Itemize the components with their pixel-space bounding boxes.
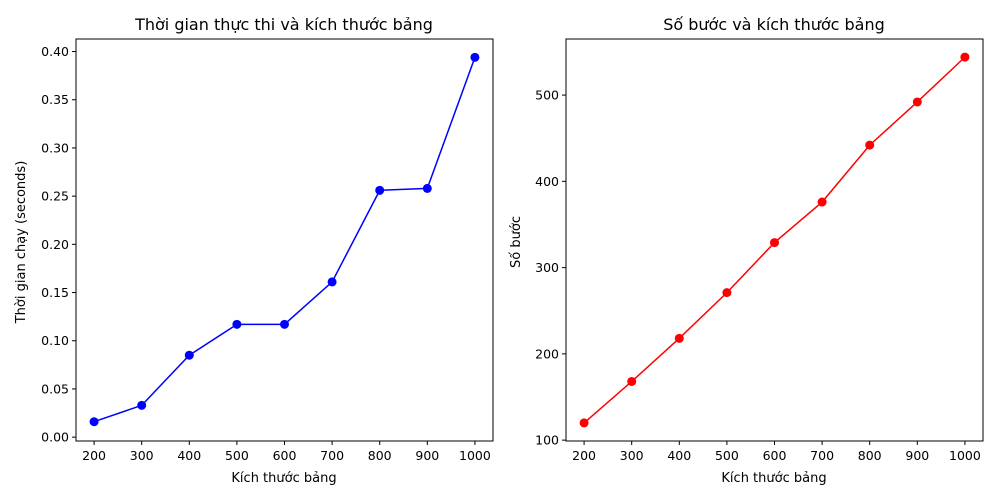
- axis-ticks: 200 300 400 500 600 700 800 900 1000 0.00 0.05 0.10…: [41, 44, 491, 463]
- data-point: [912, 97, 922, 107]
- plot-frame: [565, 38, 984, 442]
- x-tick-label: 1000: [949, 448, 981, 463]
- chart-step-count: Số bước và kích thước bảng Kích thước bả…: [509, 15, 984, 486]
- y-axis-label: Số bước: [509, 216, 524, 268]
- data-point: [89, 417, 99, 427]
- series-points: [579, 52, 970, 428]
- y-tick-label: 100: [535, 433, 559, 448]
- x-tick-label: 800: [368, 448, 392, 463]
- x-tick-label: 700: [810, 448, 834, 463]
- x-tick-label: 600: [273, 448, 297, 463]
- data-point: [674, 333, 684, 343]
- axis-ticks: 200 300 400 500 600 700 800 900 1000 100 200 300 400…: [535, 88, 981, 463]
- data-point: [232, 319, 242, 329]
- data-point: [770, 238, 779, 248]
- series-points: [89, 52, 480, 427]
- y-tick-label: 300: [535, 260, 559, 275]
- y-tick-label: 0.40: [41, 44, 69, 59]
- x-tick-label: 300: [130, 448, 154, 463]
- x-tick-label: 700: [320, 448, 344, 463]
- data-point: [375, 185, 385, 195]
- y-tick-label: 0.25: [41, 189, 69, 204]
- data-point: [627, 376, 637, 386]
- y-tick-label: 0.20: [41, 237, 69, 252]
- y-tick-label: 0.15: [41, 285, 69, 300]
- x-tick-label: 200: [82, 448, 106, 463]
- plot-frame: [75, 38, 494, 442]
- y-tick-label: 0.10: [41, 333, 69, 348]
- data-point: [817, 197, 827, 207]
- x-axis-label: Kích thước bảng: [721, 471, 826, 486]
- chart-title: Thời gian thực thi và kích thước bảng: [134, 15, 433, 34]
- x-tick-label: 600: [763, 448, 787, 463]
- y-tick-label: 0.35: [41, 92, 69, 107]
- x-tick-label: 500: [225, 448, 249, 463]
- y-tick-label: 0.05: [41, 381, 69, 396]
- x-tick-label: 400: [177, 448, 201, 463]
- y-tick-label: 200: [535, 346, 559, 361]
- y-tick-label: 400: [535, 174, 559, 189]
- x-tick-label: 900: [415, 448, 439, 463]
- y-axis-label: Thời gian chạy (seconds): [14, 161, 29, 325]
- data-point: [137, 400, 147, 410]
- x-tick-label: 900: [905, 448, 929, 463]
- x-tick-label: 500: [715, 448, 739, 463]
- x-axis-label: Kích thước bảng: [231, 471, 336, 486]
- data-point: [470, 52, 480, 62]
- data-point: [960, 52, 970, 62]
- x-tick-label: 400: [667, 448, 691, 463]
- data-point: [280, 319, 289, 329]
- chart-execution-time: Thời gian thực thi và kích thước bảng Kí…: [14, 15, 494, 486]
- x-tick-label: 1000: [459, 448, 491, 463]
- x-tick-label: 800: [858, 448, 882, 463]
- chart-title: Số bước và kích thước bảng: [663, 15, 885, 34]
- series-lines: [93, 57, 476, 423]
- data-point: [422, 183, 432, 193]
- series-line: [93, 57, 476, 423]
- y-tick-label: 500: [535, 88, 559, 103]
- data-point: [579, 418, 589, 428]
- x-tick-label: 200: [572, 448, 596, 463]
- y-tick-label: 0.30: [41, 140, 69, 155]
- data-point: [184, 350, 194, 360]
- y-tick-label: 0.00: [41, 430, 69, 445]
- x-tick-label: 300: [620, 448, 644, 463]
- data-point: [327, 277, 337, 287]
- data-point: [865, 140, 875, 150]
- data-point: [722, 288, 732, 298]
